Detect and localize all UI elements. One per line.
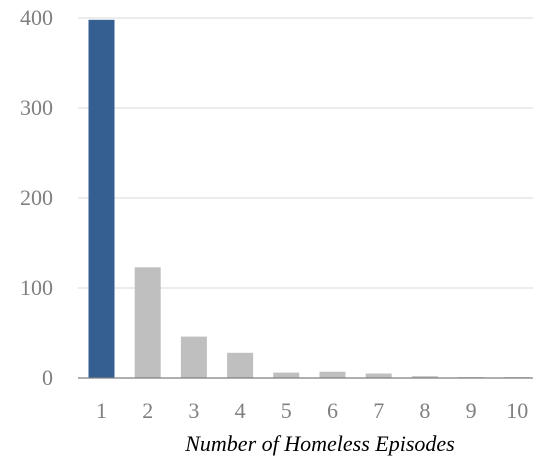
bars: [88, 19, 531, 379]
bar-3: [180, 336, 207, 378]
x-tick-labels: 1 2 3 4 5 6 7 8 9 10: [96, 398, 528, 423]
y-tick-labels: 0 100 200 300 400: [20, 5, 53, 390]
x-tick-label: 8: [419, 398, 430, 423]
y-tick-label: 300: [20, 95, 53, 120]
bar-1: [88, 19, 115, 379]
y-tick-label: 400: [20, 5, 53, 30]
x-tick-label: 5: [281, 398, 292, 423]
x-tick-label: 1: [96, 398, 107, 423]
x-tick-label: 9: [466, 398, 477, 423]
y-tick-label: 100: [20, 275, 53, 300]
x-tick-label: 2: [142, 398, 153, 423]
x-tick-label: 6: [327, 398, 338, 423]
bar-8: [411, 376, 438, 378]
gridlines: [78, 17, 533, 289]
bar-6: [319, 371, 346, 378]
x-axis-title: Number of Homeless Episodes: [184, 431, 454, 456]
bar-5: [273, 372, 300, 378]
bar-7: [365, 373, 392, 378]
y-tick-label: 0: [42, 365, 53, 390]
x-tick-label: 4: [235, 398, 246, 423]
x-tick-label: 7: [373, 398, 384, 423]
bar-4: [227, 352, 254, 378]
y-tick-label: 200: [20, 185, 53, 210]
x-tick-label: 10: [506, 398, 528, 423]
bar-2: [134, 267, 161, 378]
x-tick-label: 3: [188, 398, 199, 423]
